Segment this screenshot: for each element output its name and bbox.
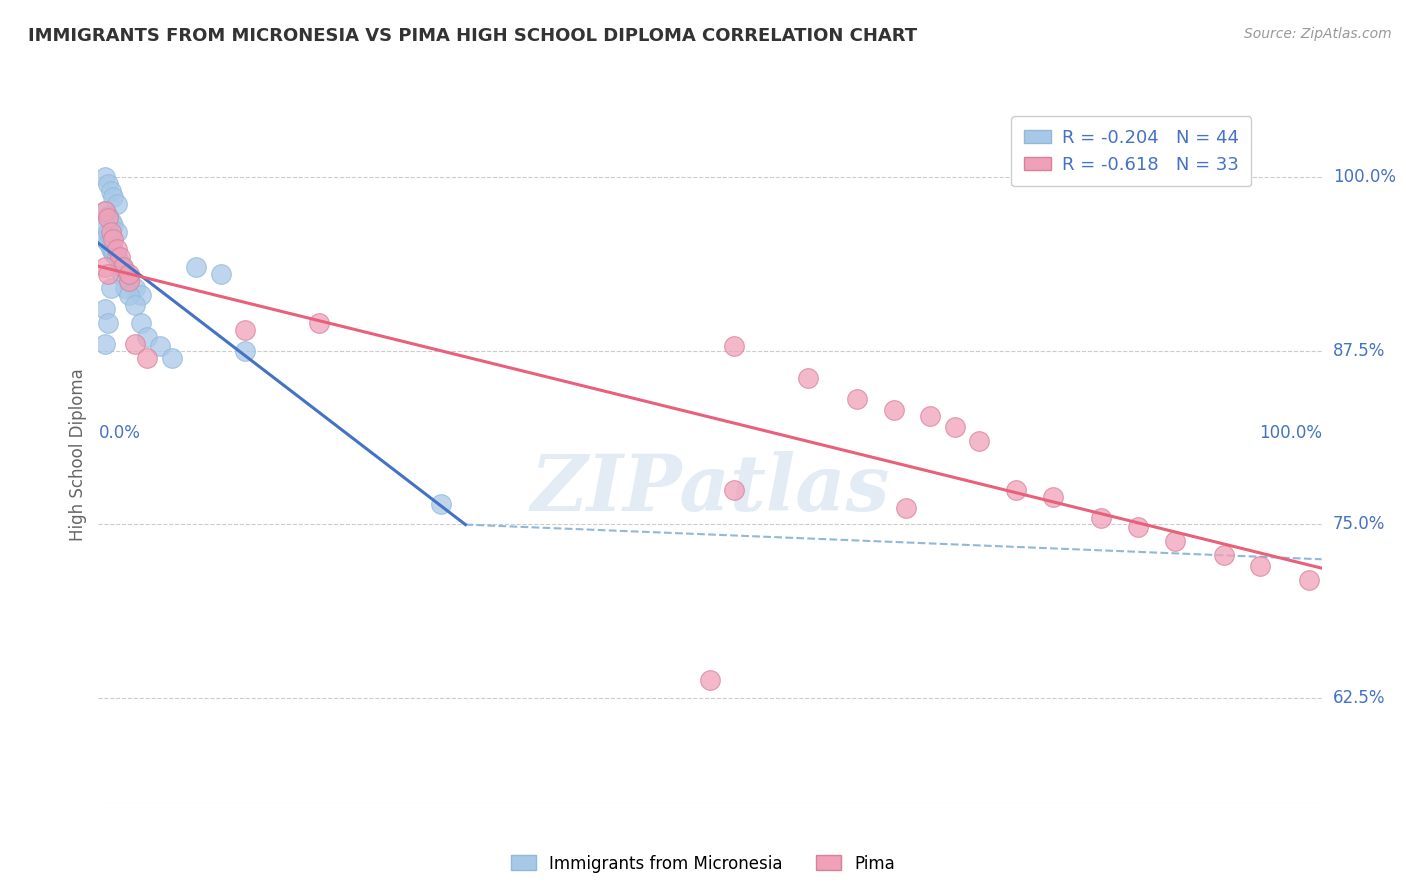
Point bbox=[105, 197, 128, 211]
Point bbox=[1298, 573, 1320, 587]
Point bbox=[100, 214, 122, 228]
Point bbox=[101, 190, 124, 204]
Point bbox=[111, 260, 134, 274]
Point bbox=[97, 236, 120, 251]
Point bbox=[308, 316, 330, 330]
Point bbox=[894, 500, 917, 515]
Point bbox=[124, 298, 146, 312]
Point bbox=[1090, 510, 1112, 524]
Point bbox=[101, 242, 124, 256]
Point bbox=[100, 242, 122, 256]
Point bbox=[1212, 548, 1234, 562]
Point bbox=[110, 250, 132, 264]
Point bbox=[105, 242, 128, 256]
Point bbox=[845, 392, 868, 407]
Point bbox=[105, 250, 128, 264]
Point bbox=[93, 204, 115, 219]
Point bbox=[105, 250, 128, 264]
Text: 75.0%: 75.0% bbox=[1333, 516, 1385, 533]
Point bbox=[209, 267, 232, 281]
Point bbox=[93, 219, 115, 233]
Y-axis label: High School Diploma: High School Diploma bbox=[69, 368, 87, 541]
Point bbox=[699, 673, 721, 688]
Point bbox=[97, 267, 120, 281]
Point bbox=[100, 281, 122, 295]
Point bbox=[118, 288, 141, 302]
Point bbox=[136, 351, 159, 365]
Point bbox=[110, 256, 132, 270]
Text: Source: ZipAtlas.com: Source: ZipAtlas.com bbox=[1244, 27, 1392, 41]
Point bbox=[233, 343, 256, 358]
Point bbox=[967, 434, 990, 448]
Point bbox=[233, 323, 256, 337]
Point bbox=[920, 409, 942, 423]
Point bbox=[1042, 490, 1064, 504]
Point bbox=[186, 260, 208, 274]
Point bbox=[100, 232, 122, 246]
Text: IMMIGRANTS FROM MICRONESIA VS PIMA HIGH SCHOOL DIPLOMA CORRELATION CHART: IMMIGRANTS FROM MICRONESIA VS PIMA HIGH … bbox=[28, 27, 917, 45]
Point bbox=[129, 288, 152, 302]
Point bbox=[93, 336, 115, 351]
Point bbox=[100, 184, 122, 198]
Point bbox=[136, 329, 159, 343]
Point bbox=[723, 339, 745, 353]
Text: 62.5%: 62.5% bbox=[1333, 690, 1385, 707]
Text: 0.0%: 0.0% bbox=[98, 424, 141, 442]
Point bbox=[101, 246, 124, 260]
Text: ZIPatlas: ZIPatlas bbox=[530, 451, 890, 528]
Point bbox=[111, 260, 134, 274]
Point bbox=[114, 264, 136, 278]
Point bbox=[101, 219, 124, 233]
Point bbox=[114, 281, 136, 295]
Point bbox=[105, 225, 128, 239]
Point bbox=[118, 274, 141, 288]
Text: 87.5%: 87.5% bbox=[1333, 342, 1385, 359]
Point bbox=[160, 351, 183, 365]
Legend: Immigrants from Micronesia, Pima: Immigrants from Micronesia, Pima bbox=[505, 848, 901, 880]
Point bbox=[124, 336, 146, 351]
Point bbox=[111, 269, 134, 284]
Point bbox=[97, 209, 120, 223]
Point bbox=[149, 339, 172, 353]
Point bbox=[93, 260, 115, 274]
Point bbox=[118, 274, 141, 288]
Point bbox=[723, 483, 745, 497]
Text: 100.0%: 100.0% bbox=[1258, 424, 1322, 442]
Legend: R = -0.204   N = 44, R = -0.618   N = 33: R = -0.204 N = 44, R = -0.618 N = 33 bbox=[1011, 116, 1251, 186]
Point bbox=[97, 177, 120, 191]
Point bbox=[93, 301, 115, 316]
Point bbox=[1128, 520, 1150, 534]
Point bbox=[97, 211, 120, 226]
Point bbox=[101, 232, 124, 246]
Point bbox=[110, 264, 132, 278]
Point bbox=[93, 232, 115, 246]
Text: 100.0%: 100.0% bbox=[1333, 168, 1396, 186]
Point bbox=[129, 316, 152, 330]
Point bbox=[93, 204, 115, 219]
Point bbox=[430, 497, 453, 511]
Point bbox=[1004, 483, 1026, 497]
Point bbox=[883, 403, 905, 417]
Point bbox=[97, 316, 120, 330]
Point bbox=[1249, 559, 1271, 574]
Point bbox=[1164, 534, 1187, 549]
Point bbox=[93, 169, 115, 184]
Point bbox=[97, 225, 120, 239]
Point bbox=[118, 267, 141, 281]
Point bbox=[118, 269, 141, 284]
Point bbox=[124, 281, 146, 295]
Point bbox=[797, 371, 820, 385]
Point bbox=[943, 420, 966, 434]
Point bbox=[100, 225, 122, 239]
